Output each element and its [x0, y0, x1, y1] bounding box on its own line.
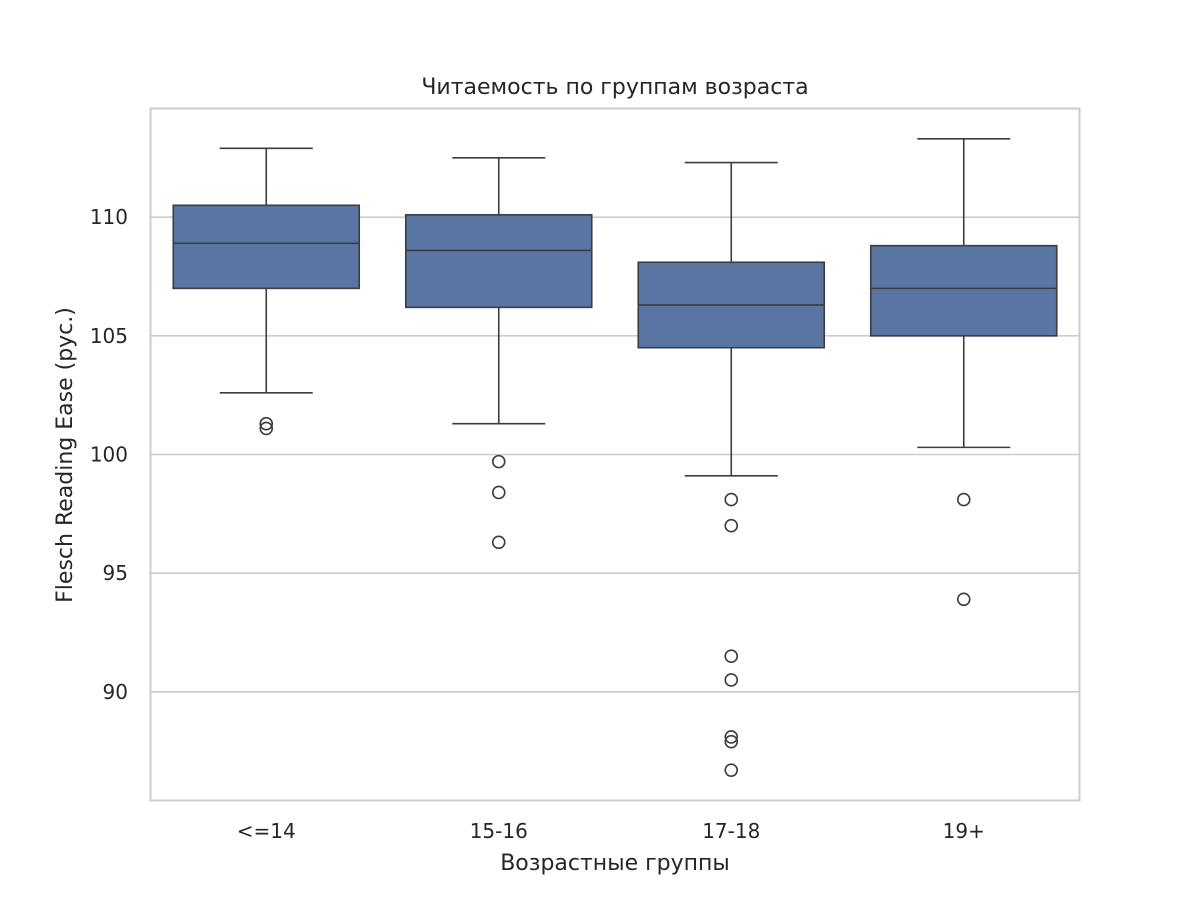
box-group-17-18 [637, 161, 826, 777]
y-axis-label: Flesch Reading Ease (рус.) [53, 307, 78, 603]
x-axis-label: Возрастные группы [500, 851, 730, 876]
chart-title: Читаемость по группам возраста [421, 75, 808, 100]
outlier-point [956, 592, 971, 607]
outlier-point [724, 730, 739, 744]
outlier-point [259, 416, 274, 431]
iqr-box [869, 244, 1058, 337]
x-tick-label: 15-16 [470, 819, 528, 843]
outlier-point [724, 734, 739, 749]
box-group-<=14 [172, 147, 361, 436]
x-tick-label: 19+ [943, 819, 985, 843]
outlier-point [956, 492, 971, 507]
y-tick-label: 110 [90, 205, 128, 229]
outlier-point [724, 673, 739, 687]
iqr-box [172, 204, 361, 290]
tick-labels: 90 95 100 105 110 <=14 15-16 17-18 19+ [90, 205, 985, 843]
outlier-point [491, 485, 506, 500]
iqr-box [404, 213, 593, 309]
outlier-point [491, 454, 506, 469]
x-tick-label: 17-18 [702, 819, 760, 843]
outlier-point [724, 763, 739, 777]
box-group-15-16 [404, 157, 593, 550]
outlier-point [491, 535, 506, 550]
outlier-point [724, 649, 739, 664]
x-tick-label: <=14 [237, 819, 296, 843]
outlier-point [259, 421, 274, 436]
y-tick-label: 100 [90, 443, 128, 467]
outlier-point [724, 518, 739, 533]
plot-frame [149, 107, 1081, 802]
boxes-layer [172, 138, 1058, 777]
y-tick-label: 90 [103, 680, 128, 704]
y-tick-label: 95 [103, 561, 128, 585]
y-tick-label: 105 [90, 324, 128, 348]
outlier-point [724, 492, 739, 507]
box-group-19+ [869, 138, 1058, 607]
